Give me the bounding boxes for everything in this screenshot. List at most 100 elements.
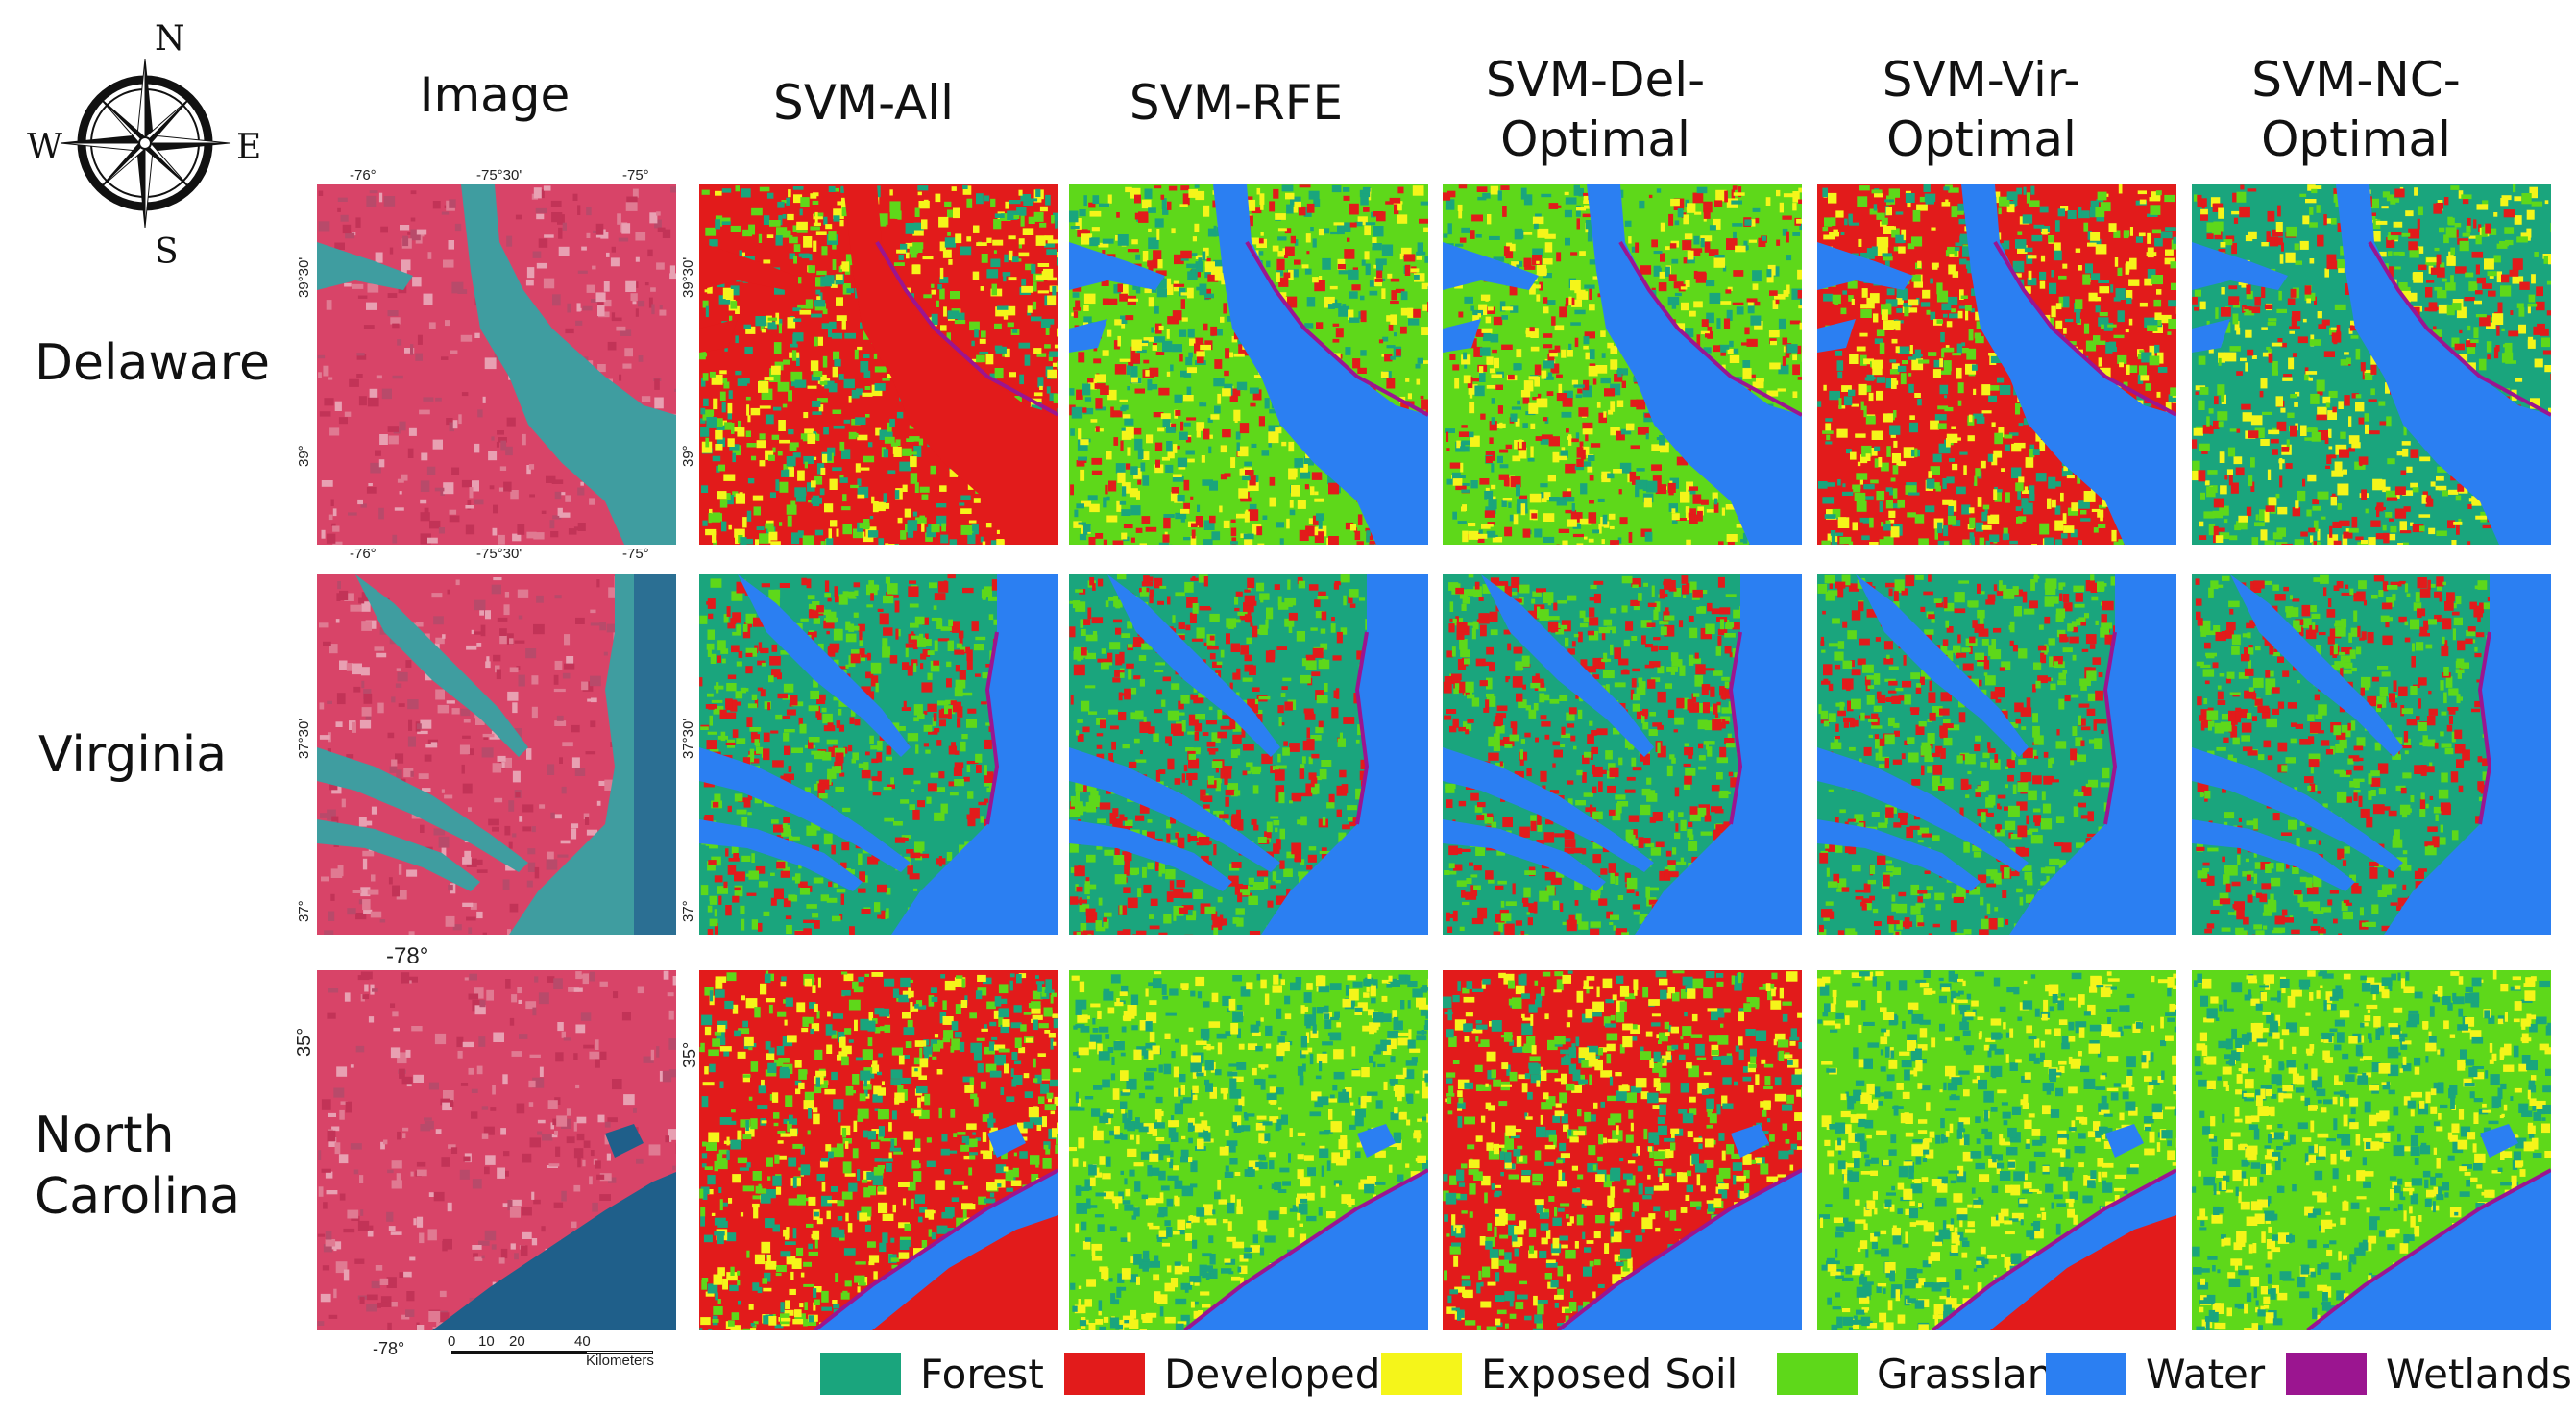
delaware-svm-rfe-speckle — [1119, 293, 1128, 302]
delaware-svm-del-optimal-speckle — [1746, 298, 1758, 303]
delaware-svm-del-optimal-speckle — [1477, 196, 1487, 201]
delaware-svm-vir-optimal-speckle — [1997, 377, 2005, 383]
delaware-image-speckle — [440, 487, 445, 496]
delaware-svm-rfe-speckle — [1147, 260, 1155, 267]
delaware-svm-vir-optimal-speckle — [2151, 275, 2163, 285]
delaware-svm-nc-optimal-speckle — [2450, 275, 2454, 286]
delaware-svm-nc-optimal-speckle — [2204, 480, 2210, 486]
delaware-svm-vir-optimal-speckle — [1943, 525, 1949, 537]
delaware-svm-rfe-speckle — [1220, 474, 1227, 480]
delaware-svm-vir-optimal-speckle — [2007, 208, 2015, 213]
delaware-svm-nc-optimal-speckle — [2408, 241, 2418, 251]
delaware-svm-del-optimal-speckle — [1459, 237, 1467, 243]
delaware-svm-nc-optimal-speckle — [2413, 272, 2423, 283]
delaware-svm-rfe-speckle — [1214, 359, 1223, 369]
delaware-svm-all-speckle — [845, 254, 854, 266]
delaware-image-speckle — [360, 503, 367, 508]
delaware-svm-rfe-speckle — [1376, 211, 1385, 215]
delaware-svm-del-optimal-speckle — [1458, 311, 1464, 318]
delaware-svm-rfe-speckle — [1254, 238, 1264, 244]
delaware-svm-nc-optimal-speckle — [2229, 535, 2238, 541]
delaware-svm-rfe-speckle — [1171, 228, 1176, 234]
delaware-svm-all-speckle — [1057, 328, 1058, 337]
delaware-svm-all-speckle — [703, 398, 709, 406]
delaware-svm-del-optimal-speckle — [1669, 243, 1677, 249]
delaware-image-speckle — [451, 281, 464, 294]
delaware-svm-nc-optimal-speckle — [2410, 292, 2418, 302]
delaware-svm-all-speckle — [913, 446, 922, 457]
delaware-svm-nc-optimal-speckle — [2376, 502, 2384, 512]
delaware-svm-vir-optimal-speckle — [1922, 289, 1931, 299]
delaware-svm-rfe-speckle — [1338, 305, 1349, 317]
delaware-svm-del-optimal-speckle — [1656, 437, 1661, 441]
delaware-svm-rfe-speckle — [1234, 415, 1238, 423]
delaware-svm-del-optimal-speckle — [1491, 463, 1495, 473]
delaware-svm-all-speckle — [702, 520, 708, 526]
delaware-svm-vir-optimal-speckle — [1907, 243, 1915, 250]
delaware-svm-nc-optimal-speckle — [2458, 518, 2462, 524]
delaware-image-speckle — [551, 212, 563, 223]
delaware-svm-all-speckle — [759, 533, 769, 544]
delaware-svm-rfe-speckle — [1082, 407, 1094, 415]
delaware-svm-del-optimal-speckle — [1536, 264, 1547, 277]
delaware-svm-nc-optimal-speckle — [2427, 495, 2431, 503]
delaware-svm-all-speckle — [981, 330, 986, 338]
compass-east-label: E — [236, 128, 262, 167]
delaware-svm-del-optimal-speckle — [1493, 357, 1499, 369]
delaware-svm-rfe-speckle — [1108, 480, 1117, 492]
delaware-svm-vir-optimal-speckle — [2051, 499, 2056, 508]
delaware-svm-rfe-speckle — [1421, 399, 1428, 410]
delaware-svm-vir-optimal-speckle — [2009, 540, 2018, 545]
delaware-svm-vir-optimal-speckle — [2113, 334, 2125, 339]
delaware-svm-del-optimal-speckle — [1513, 514, 1519, 525]
delaware-svm-nc-optimal-speckle — [2348, 416, 2352, 427]
delaware-svm-nc-optimal-speckle — [2425, 287, 2433, 298]
delaware-svm-del-optimal-speckle — [1575, 205, 1581, 217]
delaware-svm-nc-optimal-speckle — [2327, 410, 2337, 420]
delaware-svm-del-optimal-speckle — [1782, 228, 1788, 236]
delaware-svm-del-optimal-speckle — [1550, 363, 1560, 374]
delaware-svm-nc-optimal-speckle — [2546, 310, 2551, 316]
delaware-svm-del-optimal-speckle — [1732, 185, 1738, 190]
delaware-svm-del-optimal-speckle — [1693, 235, 1700, 245]
delaware-svm-vir-optimal-speckle — [1947, 296, 1958, 305]
delaware-svm-rfe-speckle — [1335, 328, 1344, 338]
delaware-svm-vir-optimal-speckle — [2149, 355, 2160, 366]
delaware-svm-rfe-speckle — [1206, 257, 1211, 265]
delaware-svm-all-speckle — [813, 240, 817, 252]
delaware-svm-rfe-speckle — [1305, 233, 1311, 243]
delaware-svm-rfe-speckle — [1091, 457, 1103, 465]
delaware-svm-vir-optimal-speckle — [1952, 271, 1959, 278]
delaware-svm-nc-optimal-speckle — [2370, 364, 2377, 375]
delaware-svm-vir-optimal-speckle — [2105, 347, 2117, 352]
delaware-svm-vir-optimal-speckle — [1842, 483, 1846, 488]
delaware-image-speckle — [410, 190, 417, 195]
delaware-svm-vir-optimal-speckle — [2006, 201, 2016, 207]
delaware-svm-rfe-speckle — [1360, 350, 1367, 356]
delaware-image-speckle — [435, 397, 442, 402]
delaware-svm-del-optimal-speckle — [1587, 454, 1595, 461]
delaware-svm-del-optimal-speckle — [1541, 370, 1547, 379]
delaware-image-speckle — [582, 305, 593, 311]
delaware-svm-del-optimal-speckle — [1729, 340, 1734, 348]
delaware-svm-vir-optimal-speckle — [1935, 485, 1941, 492]
delaware-image-speckle — [356, 353, 365, 356]
delaware-svm-nc-optimal-speckle — [2327, 534, 2339, 545]
delaware-svm-rfe-speckle — [1387, 273, 1393, 279]
delaware-svm-del-optimal-speckle — [1775, 299, 1780, 305]
delaware-svm-nc-optimal-speckle — [2267, 469, 2272, 480]
delaware-svm-nc-optimal-speckle — [2504, 342, 2513, 354]
delaware-svm-vir-optimal-speckle — [2023, 502, 2033, 515]
delaware-svm-all-speckle — [900, 530, 907, 540]
delaware-svm-nc-optimal-speckle — [2251, 537, 2259, 545]
delaware-svm-vir-optimal-speckle — [2099, 312, 2108, 317]
delaware-svm-vir-optimal-speckle — [1865, 385, 1872, 393]
delaware-svm-del-optimal-speckle — [1510, 413, 1518, 422]
delaware-svm-nc-optimal-speckle — [2280, 342, 2287, 348]
delaware-svm-nc-optimal-speckle — [2259, 509, 2268, 522]
delaware-svm-vir-optimal-speckle — [2003, 527, 2008, 534]
delaware-svm-del-optimal-speckle — [1567, 350, 1573, 357]
delaware-svm-vir-optimal-speckle — [2167, 331, 2172, 335]
delaware-svm-rfe-speckle — [1171, 487, 1179, 494]
delaware-svm-rfe-speckle — [1230, 388, 1241, 397]
